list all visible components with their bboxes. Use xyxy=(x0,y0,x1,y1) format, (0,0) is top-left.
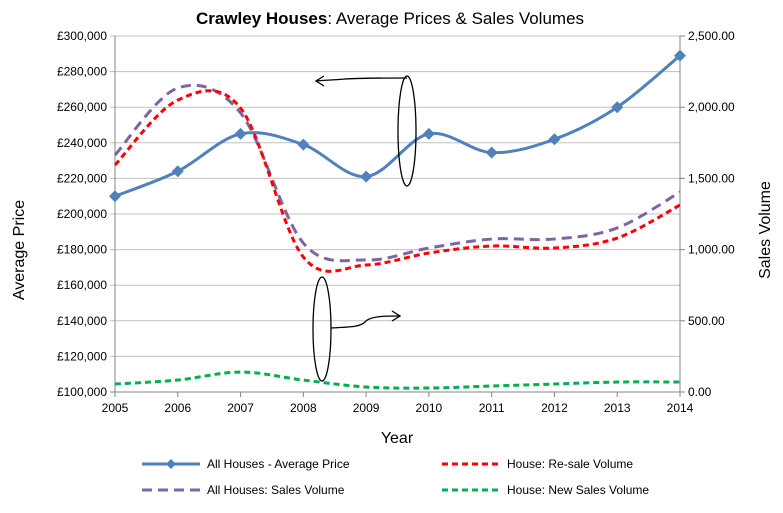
x-tick-label: 2005 xyxy=(102,401,129,415)
x-tick-label: 2008 xyxy=(290,401,317,415)
x-tick-label: 2006 xyxy=(164,401,191,415)
data-point-marker xyxy=(422,127,435,140)
data-point-marker xyxy=(297,138,310,151)
y2-axis-label: Sales Volume xyxy=(757,181,774,279)
y-tick-label: £160,000 xyxy=(57,278,107,292)
annotation-ellipse-volume xyxy=(312,276,332,382)
y-tick-label: £280,000 xyxy=(57,65,107,79)
legend-marker xyxy=(166,459,176,469)
x-tick-label: 2014 xyxy=(667,401,694,415)
legend-label: House: New Sales Volume xyxy=(507,483,649,497)
arrow-left-head xyxy=(314,75,325,87)
data-point-marker xyxy=(548,133,561,146)
x-axis-label: Year xyxy=(381,430,414,447)
chart-title: Crawley Houses: Average Prices & Sales V… xyxy=(196,9,584,28)
arrow-right-head xyxy=(391,310,402,322)
data-point-marker xyxy=(674,49,686,62)
x-tick-label: 2009 xyxy=(353,401,380,415)
y-tick-label: £240,000 xyxy=(57,136,107,150)
series-line xyxy=(114,54,681,198)
y2-tick-label: 2,000.00 xyxy=(688,100,735,114)
data-point-marker xyxy=(360,170,373,183)
series-line xyxy=(113,89,681,273)
y-tick-label: £300,000 xyxy=(57,29,107,43)
x-tick-label: 2010 xyxy=(416,401,443,415)
annotations xyxy=(312,75,417,382)
y2-tick-label: 1,000.00 xyxy=(688,243,735,257)
y-tick-label: £220,000 xyxy=(57,171,107,185)
y-tick-label: £140,000 xyxy=(57,314,107,328)
title-bold: Crawley Houses xyxy=(196,9,327,28)
y-tick-label: £120,000 xyxy=(57,349,107,363)
y-tick-label: £180,000 xyxy=(57,243,107,257)
data-point-marker xyxy=(485,146,498,159)
title-rest: : Average Prices & Sales Volumes xyxy=(327,9,584,28)
annotation-ellipse-price xyxy=(397,75,417,187)
x-tick-label: 2013 xyxy=(604,401,631,415)
y-tick-label: £200,000 xyxy=(57,207,107,221)
legend: All Houses - Average Price House: Re-sale… xyxy=(142,457,649,497)
data-point-marker xyxy=(109,190,121,203)
arrow-left xyxy=(315,77,408,82)
x-tick-label: 2011 xyxy=(479,401,505,415)
y2-tick-label: 0.00 xyxy=(688,385,712,399)
y2-tick-label: 1,500.00 xyxy=(688,171,735,185)
legend-label: All Houses: Sales Volume xyxy=(207,483,345,497)
y2-tick-label: 500.00 xyxy=(688,314,725,328)
x-tick-label: 2012 xyxy=(541,401,568,415)
arrow-right xyxy=(330,315,401,329)
x-tick-label: 2007 xyxy=(227,401,254,415)
y-tick-label: £260,000 xyxy=(57,100,107,114)
y2-tick-label: 2,500.00 xyxy=(688,29,735,43)
data-point-marker xyxy=(171,165,184,178)
legend-label: House: Re-sale Volume xyxy=(507,457,633,471)
y-tick-label: £100,000 xyxy=(57,385,107,399)
data-point-marker xyxy=(234,127,247,140)
series-line xyxy=(113,83,681,263)
data-point-marker xyxy=(611,101,624,114)
y-axis-label: Average Price xyxy=(11,200,28,300)
series-line xyxy=(114,370,681,390)
legend-label: All Houses - Average Price xyxy=(207,457,350,471)
